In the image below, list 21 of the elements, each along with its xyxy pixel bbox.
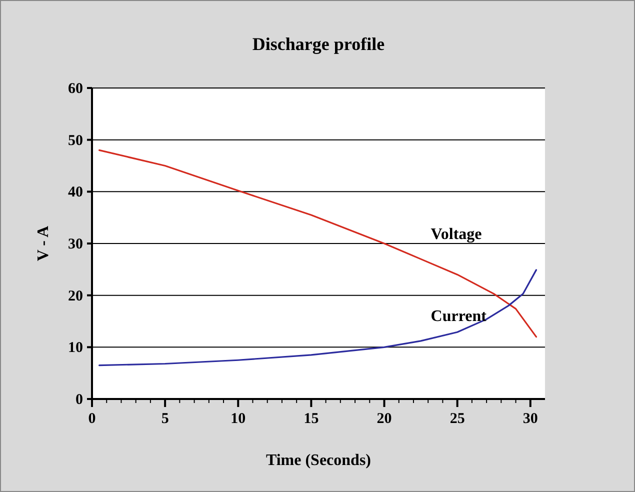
y-axis-title: V - A — [35, 225, 52, 262]
y-tick-label: 50 — [68, 132, 83, 149]
y-tick-label: 20 — [68, 288, 83, 304]
x-tick-label: 0 — [88, 411, 96, 427]
chart-title: Discharge profile — [252, 34, 385, 54]
x-tick-label: 25 — [450, 411, 465, 427]
series-label: Voltage — [430, 226, 482, 244]
y-tick-label: 60 — [68, 81, 83, 97]
y-tick-label: 10 — [68, 340, 83, 356]
series-label: Current — [430, 308, 488, 325]
x-axis-title: Time (Seconds) — [266, 452, 372, 469]
x-tick-label: 5 — [161, 411, 169, 427]
line-series — [98, 149, 538, 338]
x-tick-label: 30 — [522, 411, 538, 427]
y-tick-label: 40 — [68, 184, 83, 201]
x-tick-label: 20 — [376, 411, 392, 427]
y-tick-label: 30 — [68, 236, 83, 252]
x-tick-label: 15 — [304, 411, 319, 427]
line-series — [98, 269, 538, 366]
x-tick-label: 10 — [230, 411, 246, 427]
y-tick-label: 0 — [76, 392, 83, 408]
